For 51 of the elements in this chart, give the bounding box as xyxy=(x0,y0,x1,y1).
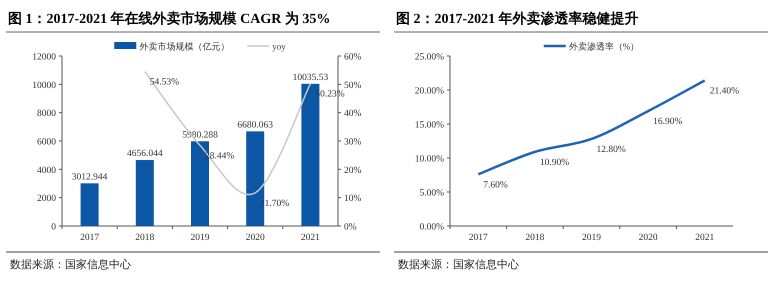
y2-tick-label: 40% xyxy=(344,109,362,120)
data-label: 54.53% xyxy=(150,78,180,88)
line-series xyxy=(477,79,706,176)
x-tick-label: 2019 xyxy=(582,233,602,243)
data-label: 10035.53 xyxy=(292,72,328,83)
data-label: 6680.063 xyxy=(237,120,274,130)
y2-tick-label: 60% xyxy=(344,52,362,62)
y-tick-label: 5.00% xyxy=(419,188,444,198)
bar xyxy=(136,160,154,226)
x-tick-label: 2017 xyxy=(468,233,488,243)
y-tick-label: 8000 xyxy=(37,109,56,120)
y-tick-label: 4000 xyxy=(37,166,56,176)
y-tick-label: 20.00% xyxy=(414,86,444,96)
y-tick-label: 0 xyxy=(51,222,56,232)
y2-tick-label: 20% xyxy=(344,166,362,176)
x-tick-label: 2018 xyxy=(525,233,545,243)
source-note: 数据来源：国家信息中心 xyxy=(398,258,519,271)
data-label: 7.60% xyxy=(483,180,508,190)
y-tick-label: 2000 xyxy=(37,194,56,204)
bar xyxy=(80,183,99,226)
legend-label: yoy xyxy=(272,42,286,52)
y2-tick-label: 10% xyxy=(344,194,362,204)
y-tick-label: 10.00% xyxy=(414,154,444,164)
y2-tick-label: 0% xyxy=(344,222,357,232)
data-label: 4656.044 xyxy=(126,149,163,160)
chart-title: 图 2：2017-2021 年外卖渗透率稳健提升 xyxy=(396,10,639,27)
x-tick-label: 2018 xyxy=(135,233,155,243)
data-label: 16.90% xyxy=(653,117,682,128)
legend-label: 外卖市场规模（亿元） xyxy=(139,42,230,52)
data-label: 3012.944 xyxy=(72,172,108,182)
x-tick-label: 2021 xyxy=(300,233,320,243)
y-tick-label: 6000 xyxy=(37,138,56,148)
y-tick-label: 15.00% xyxy=(414,120,444,130)
x-tick-label: 2020 xyxy=(638,233,658,243)
x-tick-label: 2021 xyxy=(695,233,714,243)
data-label: 5980.288 xyxy=(182,130,218,140)
y-tick-label: 0.00% xyxy=(419,222,444,232)
y-tick-label: 10000 xyxy=(32,80,56,91)
y-tick-label: 25.00% xyxy=(414,52,444,62)
y2-tick-label: 50% xyxy=(344,80,362,91)
chart-title: 图 1：2017-2021 年在线外卖市场规模 CAGR 为 35% xyxy=(8,10,330,27)
source-note: 数据来源：国家信息中心 xyxy=(10,258,131,271)
x-tick-label: 2017 xyxy=(80,233,100,243)
x-tick-label: 2020 xyxy=(246,233,265,243)
data-label: 12.80% xyxy=(596,144,626,155)
legend-label: 外卖渗透率（%） xyxy=(568,42,640,52)
y2-tick-label: 30% xyxy=(344,138,362,148)
x-tick-label: 2019 xyxy=(190,233,210,243)
data-label: 21.40% xyxy=(710,86,740,96)
data-label: 10.90% xyxy=(540,158,570,168)
y-tick-label: 12000 xyxy=(32,52,56,62)
